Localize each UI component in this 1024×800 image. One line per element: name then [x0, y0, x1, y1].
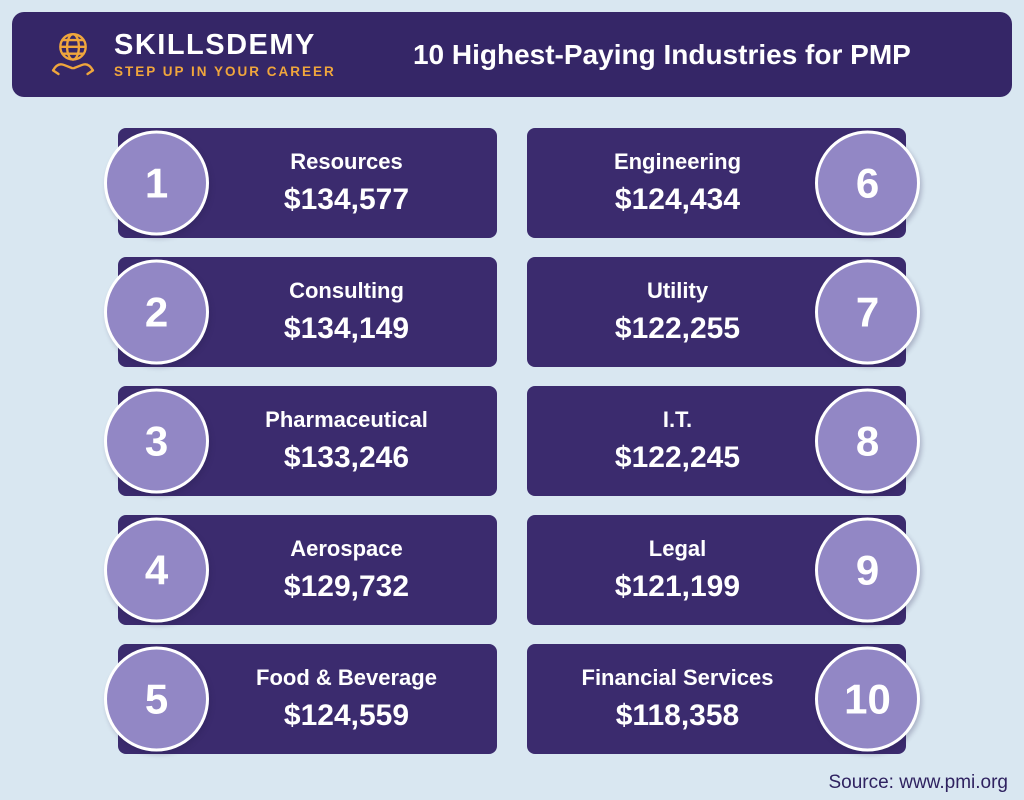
industry-salary: $129,732: [283, 570, 410, 604]
industry-salary: $118,358: [615, 699, 740, 733]
industry-name: Consulting: [289, 277, 404, 303]
industry-name: Aerospace: [290, 535, 403, 561]
industry-salary: $133,246: [283, 441, 410, 475]
industry-name: Financial Services: [581, 664, 774, 690]
ranking-grid: 1 Resources $134,577 6 Engineering $124,…: [104, 128, 920, 754]
rank-card-2: 2 Consulting $134,149: [104, 257, 497, 367]
rank-badge: 7: [815, 259, 920, 365]
brand-name: SKILLSDEMY: [114, 28, 316, 61]
header-bar: SKILLSDEMY STEP UP IN YOUR CAREER 10 Hig…: [12, 12, 1012, 97]
industry-name: Food & Beverage: [256, 664, 437, 690]
rank-card-9: 9 Legal $121,199: [527, 515, 920, 625]
rank-badge: 3: [104, 388, 209, 494]
industry-name: Pharmaceutical: [265, 406, 428, 432]
rank-card-4: 4 Aerospace $129,732: [104, 515, 497, 625]
globe-hands-icon: [44, 26, 102, 84]
rank-badge: 5: [104, 646, 209, 752]
rank-card-5: 5 Food & Beverage $124,559: [104, 644, 497, 754]
page-title: 10 Highest-Paying Industries for PMP: [412, 38, 911, 70]
rank-card-6: 6 Engineering $124,434: [527, 128, 920, 238]
rank-badge: 10: [815, 646, 920, 752]
industry-salary: $134,149: [283, 312, 410, 346]
rank-badge: 8: [815, 388, 920, 494]
rank-badge: 4: [104, 517, 209, 623]
industry-name: Resources: [290, 148, 403, 174]
rank-card-8: 8 I.T. $122,245: [527, 386, 920, 496]
industry-name: Utility: [646, 277, 709, 303]
rank-badge: 2: [104, 259, 209, 365]
rank-badge: 6: [815, 130, 920, 236]
rank-badge: 1: [104, 130, 209, 236]
rank-card-10: 10 Financial Services $118,358: [527, 644, 920, 754]
rank-card-3: 3 Pharmaceutical $133,246: [104, 386, 497, 496]
industry-name: Engineering: [613, 148, 742, 174]
brand-tagline: STEP UP IN YOUR CAREER: [114, 64, 336, 80]
industry-name: I.T.: [662, 406, 693, 432]
source-attribution: Source: www.pmi.org: [828, 772, 1008, 793]
industry-name: Legal: [648, 535, 707, 561]
rank-badge: 9: [815, 517, 920, 623]
industry-salary: $121,199: [614, 570, 741, 604]
brand-text: SKILLSDEMY STEP UP IN YOUR CAREER: [114, 28, 336, 80]
industry-salary: $124,434: [614, 183, 741, 217]
industry-salary: $124,559: [283, 699, 410, 733]
industry-salary: $122,255: [614, 312, 741, 346]
industry-salary: $134,577: [283, 183, 410, 217]
brand-logo: SKILLSDEMY STEP UP IN YOUR CAREER: [12, 26, 336, 84]
rank-card-1: 1 Resources $134,577: [104, 128, 497, 238]
rank-card-7: 7 Utility $122,255: [527, 257, 920, 367]
industry-salary: $122,245: [614, 441, 741, 475]
